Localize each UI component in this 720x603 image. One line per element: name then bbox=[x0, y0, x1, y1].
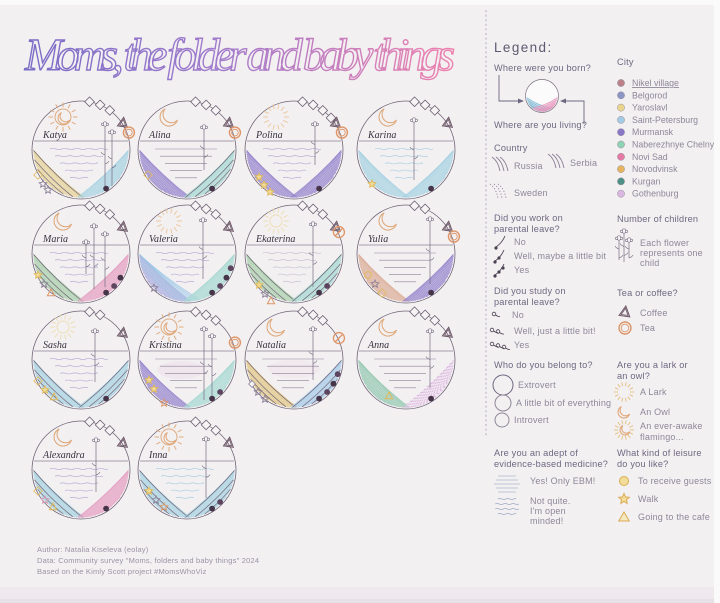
svg-text:Yes: Yes bbox=[514, 265, 530, 275]
svg-text:evidence-based medicine?: evidence-based medicine? bbox=[494, 459, 608, 469]
svg-text:Russia: Russia bbox=[514, 161, 543, 171]
svg-text:Are you a lark or: Are you a lark or bbox=[617, 360, 688, 370]
svg-text:minded!: minded! bbox=[530, 516, 563, 526]
svg-text:Going to the cafe: Going to the cafe bbox=[638, 512, 710, 522]
svg-text:Extrovert: Extrovert bbox=[518, 380, 556, 390]
svg-text:Murmansk: Murmansk bbox=[632, 127, 674, 137]
svg-text:Are you an adept of: Are you an adept of bbox=[494, 448, 578, 458]
svg-text:Sweden: Sweden bbox=[514, 188, 548, 198]
svg-text:Naberezhnye Chelny: Naberezhnye Chelny bbox=[632, 140, 715, 150]
svg-text:Belgorod: Belgorod bbox=[632, 90, 667, 100]
svg-text:Yes: Yes bbox=[514, 340, 530, 350]
svg-text:No: No bbox=[514, 237, 526, 247]
svg-text:Gothenburg: Gothenburg bbox=[632, 189, 679, 199]
svg-text:Karina: Karina bbox=[367, 130, 396, 141]
svg-text:Natalia: Natalia bbox=[255, 340, 286, 351]
svg-text:Ekaterina: Ekaterina bbox=[255, 234, 295, 245]
svg-text:I'm open: I'm open bbox=[530, 506, 566, 516]
svg-text:Did you study on: Did you study on bbox=[494, 286, 566, 296]
svg-text:flamingo...: flamingo... bbox=[640, 432, 684, 442]
svg-text:Yulia: Yulia bbox=[368, 234, 388, 245]
svg-text:Polina: Polina bbox=[255, 130, 283, 141]
svg-text:Maria: Maria bbox=[42, 234, 68, 245]
svg-text:A Lark: A Lark bbox=[640, 387, 667, 397]
svg-text:Novi Sad: Novi Sad bbox=[632, 152, 668, 162]
svg-text:Well, maybe a little bit: Well, maybe a little bit bbox=[514, 251, 606, 261]
svg-text:Well, just a little bit!: Well, just a little bit! bbox=[514, 326, 596, 336]
svg-text:Serbia: Serbia bbox=[570, 158, 597, 168]
svg-text:Saint-Petersburg: Saint-Petersburg bbox=[632, 115, 698, 125]
svg-text:Alexandra: Alexandra bbox=[42, 450, 85, 461]
svg-text:Katya: Katya bbox=[42, 130, 67, 141]
svg-text:Tea: Tea bbox=[640, 323, 655, 333]
svg-text:What kind of leisure: What kind of leisure bbox=[617, 448, 702, 458]
svg-text:Legend:: Legend: bbox=[494, 40, 553, 55]
svg-text:represents one: represents one bbox=[640, 248, 703, 258]
svg-text:Number of children: Number of children bbox=[617, 214, 698, 224]
svg-text:Where were you born?: Where were you born? bbox=[494, 63, 591, 73]
svg-text:Based on the Kimly Scott proje: Based on the Kimly Scott project #MomsWh… bbox=[37, 567, 207, 576]
svg-text:Yes! Only EBM!: Yes! Only EBM! bbox=[530, 476, 596, 486]
svg-text:A little bit of everything: A little bit of everything bbox=[516, 398, 611, 408]
svg-text:Did you work on: Did you work on bbox=[494, 213, 563, 223]
svg-text:Data: Community survey "Moms,: Data: Community survey "Moms, folders an… bbox=[37, 556, 259, 565]
svg-text:Sasha: Sasha bbox=[43, 340, 67, 351]
svg-text:Tea or coffee?: Tea or coffee? bbox=[617, 288, 678, 298]
svg-text:Where are you living?: Where are you living? bbox=[494, 120, 587, 130]
svg-text:Who do you belong to?: Who do you belong to? bbox=[494, 360, 593, 370]
svg-text:Valeria: Valeria bbox=[149, 234, 178, 245]
svg-text:Each flower: Each flower bbox=[640, 238, 689, 248]
svg-text:Author: Natalia Kiseleva (eola: Author: Natalia Kiseleva (eolay) bbox=[37, 545, 149, 554]
svg-text:do you like?: do you like? bbox=[617, 459, 668, 469]
svg-text:To receive guests: To receive guests bbox=[638, 476, 712, 486]
svg-text:parental leave?: parental leave? bbox=[494, 297, 560, 307]
svg-text:An Owl: An Owl bbox=[640, 407, 670, 417]
svg-text:No: No bbox=[512, 310, 524, 320]
svg-text:Kurgan: Kurgan bbox=[632, 176, 660, 186]
svg-text:Introvert: Introvert bbox=[514, 415, 549, 425]
svg-text:Coffee: Coffee bbox=[640, 308, 668, 318]
svg-text:Yaroslavl: Yaroslavl bbox=[632, 103, 668, 113]
svg-text:parental leave?: parental leave? bbox=[494, 224, 560, 234]
svg-text:Kristina: Kristina bbox=[148, 340, 182, 351]
svg-text:Walk: Walk bbox=[638, 494, 659, 504]
svg-text:An ever-awake: An ever-awake bbox=[640, 421, 703, 431]
svg-text:child: child bbox=[640, 258, 660, 268]
svg-text:an owl?: an owl? bbox=[617, 371, 650, 381]
svg-text:Novodvinsk: Novodvinsk bbox=[632, 164, 678, 174]
svg-text:Anna: Anna bbox=[367, 340, 389, 351]
svg-text:Nikel village: Nikel village bbox=[632, 78, 679, 88]
svg-text:Alina: Alina bbox=[148, 130, 171, 141]
svg-text:Not quite.: Not quite. bbox=[530, 496, 571, 506]
svg-text:Country: Country bbox=[494, 143, 528, 153]
svg-text:City: City bbox=[617, 57, 634, 67]
svg-text:Moms, the folder and baby thin: Moms, the folder and baby things bbox=[24, 30, 455, 80]
svg-text:Inna: Inna bbox=[148, 450, 167, 461]
